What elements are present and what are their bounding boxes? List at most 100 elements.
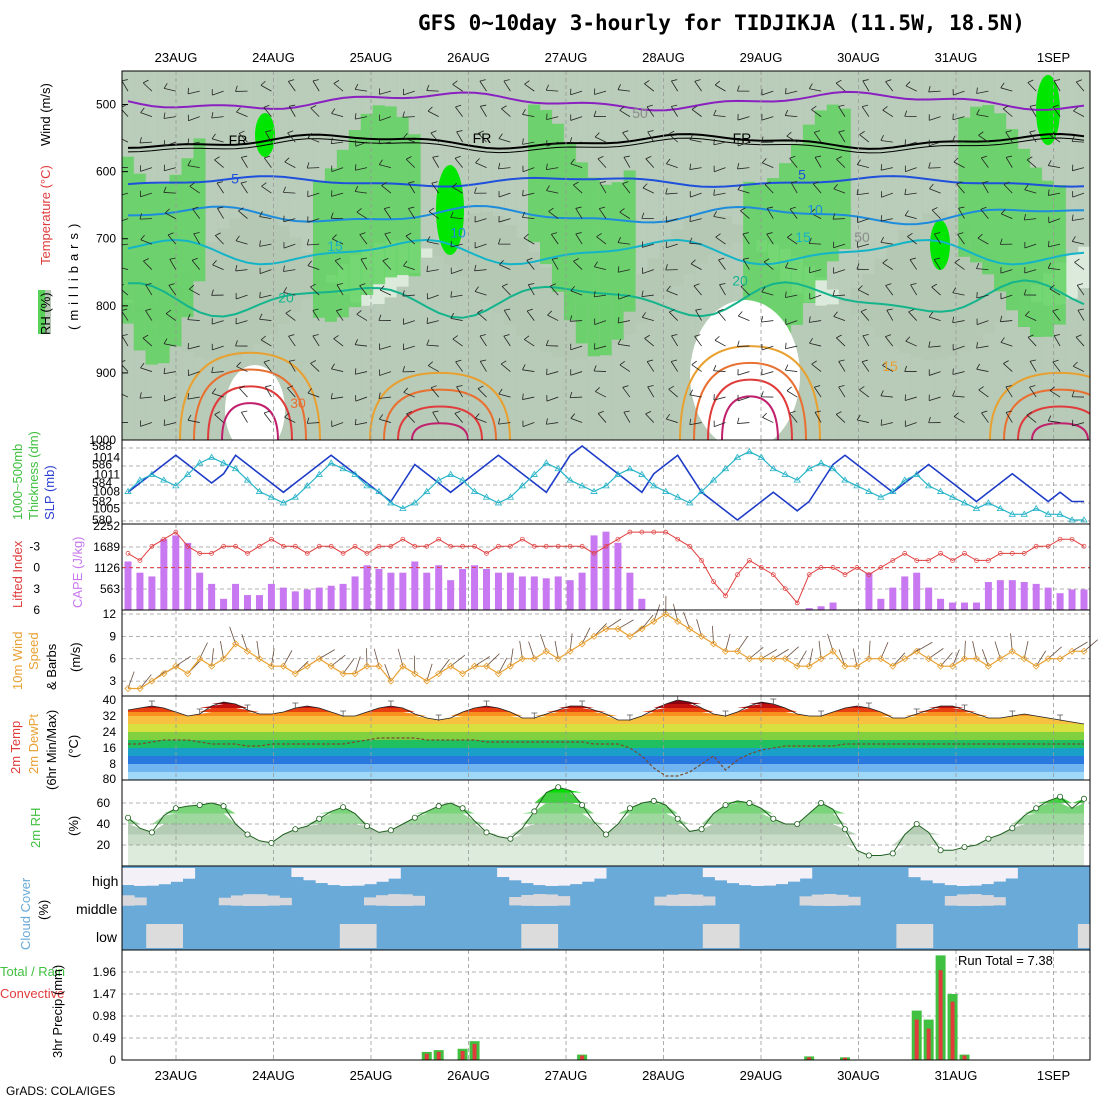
- date-label-top: 26AUG: [447, 50, 490, 65]
- wind-barb: [139, 218, 152, 220]
- wind-barb: [477, 133, 487, 143]
- cloud-high-cell: [702, 868, 716, 878]
- surface-wind-barb: [438, 658, 450, 674]
- lifted-marker: [245, 551, 250, 556]
- wind-barb-flag: [140, 107, 145, 113]
- wind-barb: [644, 83, 655, 92]
- wind-barb-flag: [886, 308, 893, 311]
- wind-barb: [1005, 386, 1013, 398]
- wind-barb-flag: [452, 80, 458, 85]
- rh-band-moist: [958, 117, 971, 257]
- rh-band-moist: [826, 104, 840, 262]
- slp-line: [127, 451, 1084, 521]
- warm-isotherm-loop: [707, 378, 793, 440]
- wind-barb-flag: [356, 208, 362, 213]
- slp-marker: [769, 464, 778, 472]
- wind-barb-flag: [1052, 359, 1059, 363]
- wind-barb-flag: [216, 181, 223, 184]
- wind-barb: [498, 167, 511, 170]
- wind-barb-flag: [480, 359, 487, 362]
- lifted-index-line: [127, 531, 1085, 604]
- lifted-marker: [735, 572, 740, 577]
- wind-barb: [122, 393, 129, 398]
- wind-barb-flag: [378, 159, 383, 165]
- wind-barb-flag: [452, 335, 458, 340]
- warm-isotherm-loop: [1003, 388, 1090, 440]
- wind-barb-flag: [1054, 79, 1061, 82]
- wind-barb: [714, 422, 726, 427]
- wind-barb: [383, 208, 392, 219]
- rh-marker: [268, 839, 275, 846]
- surface-wind-barb: [354, 656, 361, 674]
- wind-barb-flag: [598, 410, 604, 414]
- cloud-high-cell: [557, 868, 571, 886]
- cape-bar: [542, 578, 550, 610]
- rh-band-lower: [994, 266, 1007, 440]
- cloud-middle-cell: [848, 896, 861, 906]
- wind-barb-flag: [164, 208, 170, 214]
- contour-label: 5: [231, 171, 239, 187]
- wind-barb: [333, 83, 344, 92]
- wind-barb-flag: [857, 285, 863, 290]
- rh-band-upper: [635, 71, 649, 324]
- wind-barb-flag: [500, 360, 507, 365]
- wind-barb: [953, 345, 965, 351]
- wind-speed-marker: [220, 655, 228, 663]
- temp-color-band: [128, 756, 1084, 764]
- wind-barb: [598, 208, 607, 219]
- wind-barb: [570, 163, 583, 168]
- wind-barb: [145, 310, 153, 321]
- wind-barb-flag: [743, 257, 750, 260]
- slp-marker: [566, 476, 574, 483]
- wind-barb: [646, 361, 655, 372]
- wind-barb: [163, 116, 176, 119]
- rh-band-lower: [946, 215, 959, 440]
- slp-marker: [721, 464, 730, 472]
- cape-bar: [267, 583, 275, 610]
- rh-marker: [1081, 795, 1088, 802]
- wind-speed-marker: [972, 655, 981, 663]
- wind-barb-flag: [214, 411, 221, 415]
- wind-barb: [287, 387, 296, 398]
- wind-barb-flag: [330, 212, 334, 219]
- cloud-middle-cell: [557, 896, 571, 906]
- precip-panel: 1.961.470.980.490 Run Total = 7.38 Total…: [0, 949, 1091, 1067]
- wind-barb-flag: [310, 283, 316, 288]
- wind-barb-flag: [760, 136, 764, 143]
- surface-wind-barb: [605, 618, 622, 630]
- lifted-marker: [316, 543, 322, 549]
- rh-band-moist: [384, 106, 398, 278]
- lifted-marker: [460, 543, 465, 549]
- cape-bar: [1032, 583, 1040, 610]
- wind-barb-flag: [832, 289, 835, 296]
- wind-barb: [857, 218, 870, 223]
- wind-barb-flag: [976, 109, 980, 115]
- warm-isotherm-loop: [989, 371, 1090, 440]
- cloud-middle-cell: [509, 897, 522, 906]
- warm-isotherm-loop: [397, 405, 483, 440]
- wind-barb: [187, 90, 200, 95]
- rh-marker: [1033, 805, 1040, 812]
- wind-barb-flag: [1002, 105, 1009, 110]
- wind-barb-flag: [622, 130, 629, 134]
- slp-marker: [1008, 510, 1017, 517]
- slp-tick-label: 1014: [93, 450, 120, 464]
- wind-barb-flag: [689, 418, 692, 425]
- temp-color-band: [128, 740, 1084, 748]
- rh-band-upper: [1077, 71, 1090, 247]
- wind-barb-flag: [737, 85, 740, 92]
- wind-barb: [427, 294, 439, 300]
- rh-band-moist: [396, 116, 410, 276]
- wind-barb-flag: [545, 84, 549, 91]
- wind-barb-flag: [641, 290, 644, 297]
- cape-bar: [172, 535, 180, 610]
- wind-barb: [642, 243, 654, 248]
- wind-barb-flag: [791, 181, 798, 184]
- date-label-top: 28AUG: [642, 50, 685, 65]
- wind-barb: [575, 233, 583, 245]
- surface-wind-barb: [641, 614, 654, 630]
- rh-marker: [626, 805, 633, 812]
- wind-barb-flag: [763, 258, 770, 263]
- rh-marker: [937, 847, 944, 854]
- cape-bar: [124, 561, 132, 610]
